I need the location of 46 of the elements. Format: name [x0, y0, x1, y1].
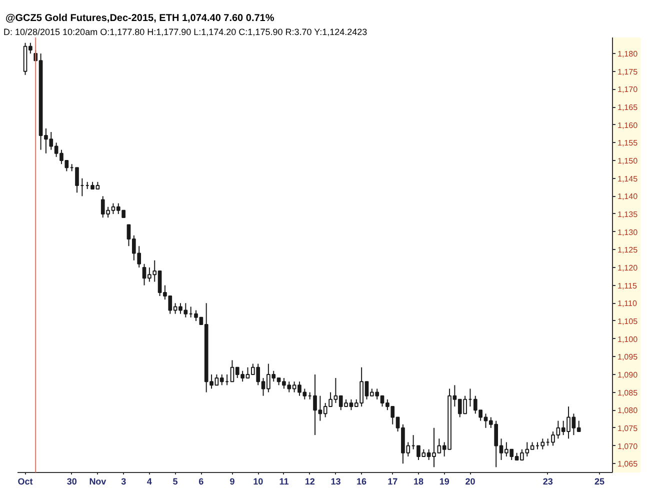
- y-tick-label: 1,115: [618, 281, 638, 290]
- x-tick-label: 17: [388, 476, 398, 486]
- candlestick: [75, 167, 79, 194]
- x-tick-label: 3: [121, 476, 126, 486]
- y-tick-label: 1,090: [618, 370, 638, 380]
- y-tick-label: 1,155: [618, 138, 638, 148]
- chart-title: @GCZ5 Gold Futures,Dec-2015, ETH 1,074.40 7.60 0.71%: [6, 13, 274, 24]
- y-tick-label: 1,140: [618, 192, 638, 202]
- x-tick-label: 19: [439, 476, 450, 486]
- y-tick-label: 1,075: [618, 424, 638, 433]
- y-tick-label: 1,095: [618, 352, 638, 362]
- x-tick-label: 6: [198, 476, 204, 486]
- y-tick-label: 1,145: [618, 174, 638, 184]
- y-tick-label: 1,170: [618, 85, 638, 94]
- x-tick-label: 11: [279, 476, 289, 486]
- chart-subtitle: D: 10/28/2015 10:20am O:1,177.80 H:1,177.90 L:1,174.20 C:1,175.90 R:3.70 Y:1,124.2423: [4, 27, 368, 37]
- y-tick-label: 1,085: [618, 388, 638, 398]
- x-tick-label: 16: [356, 476, 367, 486]
- x-tick-label: Nov: [89, 476, 106, 486]
- x-tick-label: 12: [304, 476, 315, 486]
- x-tick-label: 10: [253, 476, 264, 486]
- y-tick-label: 1,130: [618, 228, 638, 237]
- y-tick-label: 1,165: [618, 103, 638, 112]
- y-tick-label: 1,080: [618, 406, 638, 416]
- y-tick-label: 1,065: [618, 460, 638, 469]
- y-tick-label: 1,070: [618, 442, 638, 451]
- x-tick-label: 25: [594, 476, 605, 486]
- y-tick-label: 1,100: [618, 334, 638, 344]
- x-tick-label: 9: [230, 476, 235, 486]
- x-tick-label: 4: [146, 476, 152, 486]
- x-tick-label: Oct: [18, 476, 33, 486]
- y-tick-label: 1,120: [618, 263, 638, 272]
- x-tick-label: 5: [172, 476, 178, 486]
- x-tick-label: 23: [542, 476, 553, 486]
- x-tick-label: 18: [413, 476, 424, 486]
- x-tick-label: 30: [66, 476, 77, 486]
- x-tick-label: 13: [330, 476, 341, 486]
- y-tick-label: 1,110: [618, 299, 638, 308]
- y-tick-label: 1,125: [618, 246, 638, 255]
- x-tick-label: 20: [465, 476, 476, 486]
- y-tick-label: 1,135: [618, 210, 638, 219]
- y-tick-label: 1,150: [618, 156, 638, 166]
- y-tick-label: 1,160: [618, 120, 638, 130]
- y-tick-label: 1,175: [618, 67, 638, 76]
- y-tick-label: 1,180: [618, 50, 638, 59]
- y-tick-label: 1,105: [618, 316, 638, 326]
